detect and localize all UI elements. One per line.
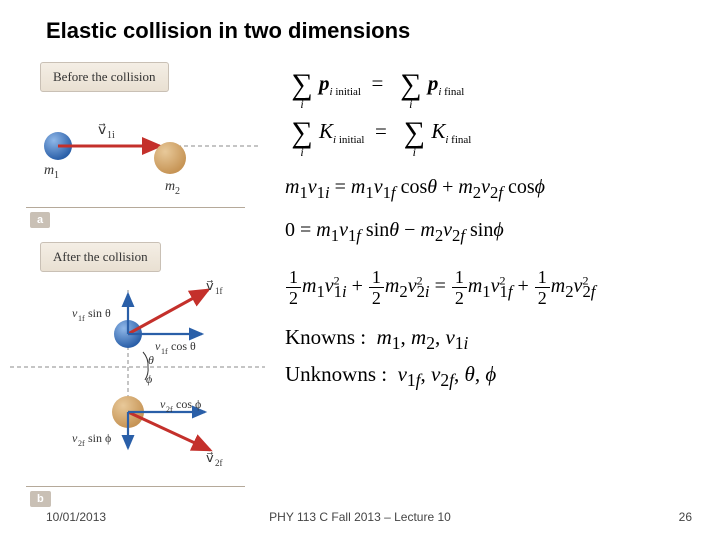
svg-text:ϕ: ϕ [146,372,152,386]
svg-text:2f: 2f [78,439,85,448]
footer-page-number: 26 [679,510,692,524]
eq-ke-expanded: 12m1v21i + 12m2v22i = 12m1v21f + 12m2v22… [285,268,705,307]
panel-divider-b [26,486,245,487]
eq-x-momentum: m1v1i = m1v1f cosθ + m2v2f cosϕ [285,176,705,203]
svg-text:v⃗: v⃗ [98,123,106,138]
svg-text:1f: 1f [78,314,85,323]
svg-text:cos θ: cos θ [171,339,196,353]
svg-text:1f: 1f [161,347,168,356]
panel-b-wrapper: After the collision [10,242,265,507]
eq-knowns: Knowns : m1, m2, v1i [285,325,705,354]
eq-kinetic: ∑iKi initial = ∑iKi final [285,118,705,148]
svg-text:sin θ: sin θ [88,306,111,320]
svg-text:2f: 2f [166,405,173,414]
svg-text:sin ϕ: sin ϕ [88,431,111,445]
svg-text:θ: θ [148,353,154,367]
eq-momentum: ∑ipi initial = ∑ipi final [285,70,705,100]
panel-tag-a: a [30,212,50,228]
callout-after: After the collision [40,242,161,272]
panel-b-diagram: v⃗ 1f v 1f sin θ v 1f cos θ θ ϕ v 2f cos… [10,272,265,477]
svg-text:2: 2 [175,186,180,197]
equations-column: ∑ipi initial = ∑ipi final ∑iKi initial =… [285,70,705,391]
svg-text:1: 1 [54,170,59,181]
slide-title: Elastic collision in two dimensions [46,18,410,44]
svg-text:2f: 2f [215,458,223,468]
panel-tag-b: b [30,491,51,507]
svg-text:m: m [44,163,54,178]
svg-text:1i: 1i [107,130,115,141]
svg-text:1f: 1f [215,286,223,296]
eq-unknowns: Unknowns : v1f, v2f, θ, ϕ [285,362,705,391]
footer-center: PHY 113 C Fall 2013 – Lecture 10 [0,510,720,524]
figure-column: Before the collision [10,62,265,507]
svg-text:v⃗: v⃗ [206,450,214,465]
svg-text:m: m [165,179,175,194]
callout-before: Before the collision [40,62,169,92]
panel-a-diagram: m 1 m 2 v⃗ 1i [10,98,265,203]
eq-y-momentum: 0 = m1v1f sinθ − m2v2f sinϕ [285,219,705,246]
panel-divider-a [26,207,245,208]
svg-text:cos ϕ: cos ϕ [176,397,201,411]
svg-text:v⃗: v⃗ [206,278,214,293]
